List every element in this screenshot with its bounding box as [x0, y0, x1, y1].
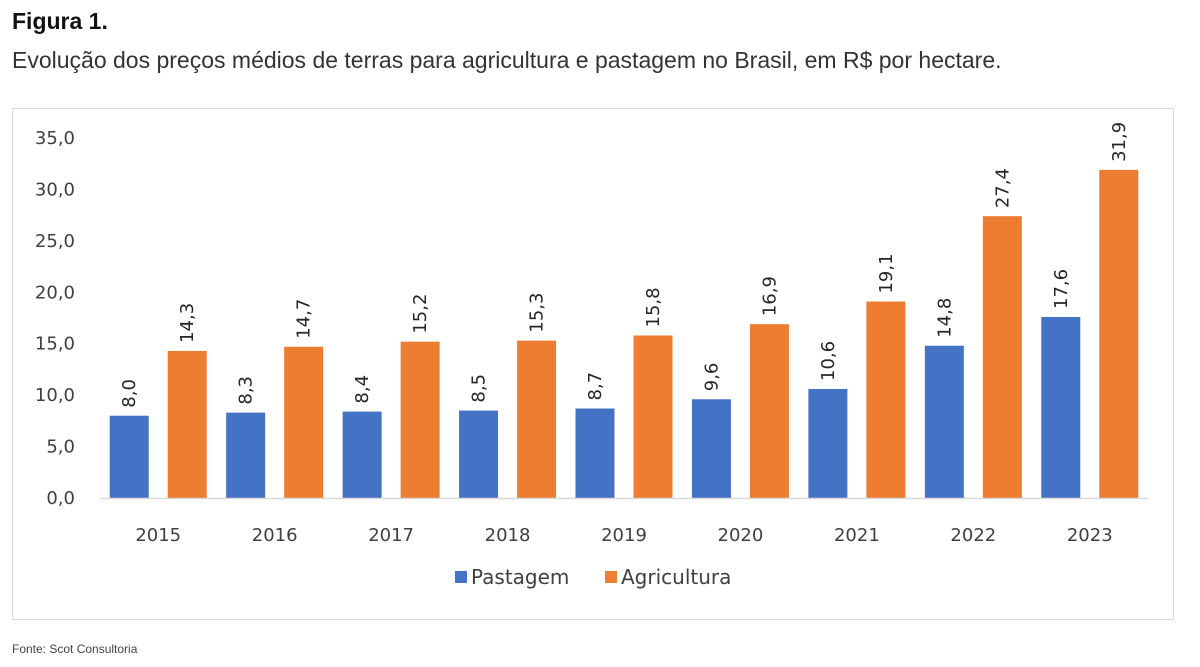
data-label-agricultura-2017: 15,2	[410, 294, 431, 334]
bar-agricultura-2016	[284, 346, 324, 498]
data-label-agricultura-2022: 27,4	[992, 168, 1013, 208]
bar-chart: 0,05,010,015,020,025,030,035,0 8,014,38,…	[35, 122, 1148, 589]
y-tick-label: 10,0	[35, 385, 75, 406]
bar-pastagem-2023	[1041, 316, 1081, 498]
bars	[109, 169, 1139, 498]
y-tick-label: 20,0	[35, 282, 75, 303]
data-label-pastagem-2015: 8,0	[119, 379, 140, 408]
x-axis: 2015 2016 2017 2018 2019 2020 2021 2022 2023	[100, 497, 1148, 546]
data-label-pastagem-2018: 8,5	[469, 374, 490, 403]
y-tick-label: 30,0	[35, 179, 75, 200]
x-tick-label: 2018	[485, 525, 531, 546]
data-label-pastagem-2019: 8,7	[585, 372, 606, 401]
bar-agricultura-2023	[1099, 169, 1139, 498]
x-tick-label: 2015	[135, 525, 181, 546]
data-label-agricultura-2023: 31,9	[1109, 122, 1130, 162]
bar-pastagem-2018	[459, 410, 499, 498]
data-label-agricultura-2015: 14,3	[177, 303, 198, 343]
bar-agricultura-2021	[866, 301, 906, 498]
data-labels: 8,0 14,3 8,3 14,7 8,4 15,2 8,5 15,3 8,7 15,8 9,6 16…	[119, 122, 1130, 408]
bar-agricultura-2015	[167, 350, 207, 498]
data-label-pastagem-2016: 8,3	[236, 376, 257, 405]
data-label-agricultura-2020: 16,9	[759, 276, 780, 316]
bar-agricultura-2017	[400, 341, 440, 498]
legend-item-agricultura: Agricultura	[605, 565, 731, 589]
bar-pastagem-2020	[691, 399, 731, 498]
y-tick-label: 5,0	[46, 437, 75, 458]
x-tick-label: 2021	[834, 525, 880, 546]
data-label-pastagem-2017: 8,4	[352, 375, 373, 404]
data-label-agricultura-2021: 19,1	[876, 253, 897, 293]
bar-agricultura-2022	[982, 216, 1022, 498]
bar-pastagem-2022	[924, 345, 964, 498]
bar-pastagem-2016	[226, 412, 266, 498]
legend-label: Pastagem	[471, 565, 569, 589]
legend-swatch	[605, 571, 617, 583]
legend: Pastagem Agricultura	[455, 565, 731, 589]
bar-pastagem-2015	[109, 415, 149, 498]
data-label-pastagem-2020: 9,6	[701, 363, 722, 392]
data-label-agricultura-2016: 14,7	[294, 299, 315, 339]
y-tick-label: 35,0	[35, 128, 75, 149]
bar-agricultura-2019	[633, 335, 673, 498]
bar-pastagem-2021	[808, 388, 848, 498]
legend-label: Agricultura	[621, 565, 731, 589]
bar-agricultura-2018	[517, 340, 557, 498]
x-tick-label: 2023	[1067, 525, 1113, 546]
x-tick-label: 2022	[950, 525, 996, 546]
bar-pastagem-2017	[342, 411, 382, 498]
x-tick-label: 2019	[601, 525, 647, 546]
legend-swatch	[455, 571, 467, 583]
y-tick-label: 25,0	[35, 231, 75, 252]
source-note: Fonte: Scot Consultoria	[12, 642, 138, 656]
bar-pastagem-2019	[575, 408, 615, 498]
y-tick-label: 15,0	[35, 334, 75, 355]
data-label-pastagem-2021: 10,6	[818, 341, 839, 381]
x-tick-label: 2020	[718, 525, 764, 546]
bar-agricultura-2020	[749, 324, 789, 498]
figure-title: Figura 1.	[12, 8, 108, 34]
data-label-agricultura-2019: 15,8	[643, 287, 664, 327]
figure-subtitle: Evolução dos preços médios de terras par…	[12, 47, 1002, 73]
x-tick-label: 2016	[252, 525, 298, 546]
legend-item-pastagem: Pastagem	[455, 565, 569, 589]
x-tick-label: 2017	[368, 525, 414, 546]
data-label-agricultura-2018: 15,3	[527, 293, 548, 333]
data-label-pastagem-2023: 17,6	[1051, 269, 1072, 309]
y-tick-label: 0,0	[46, 488, 75, 509]
data-label-pastagem-2022: 14,8	[934, 298, 955, 338]
y-axis: 0,0 5,0 10,0 15,0 20,0 25,0 30,0 35,0	[35, 128, 75, 509]
